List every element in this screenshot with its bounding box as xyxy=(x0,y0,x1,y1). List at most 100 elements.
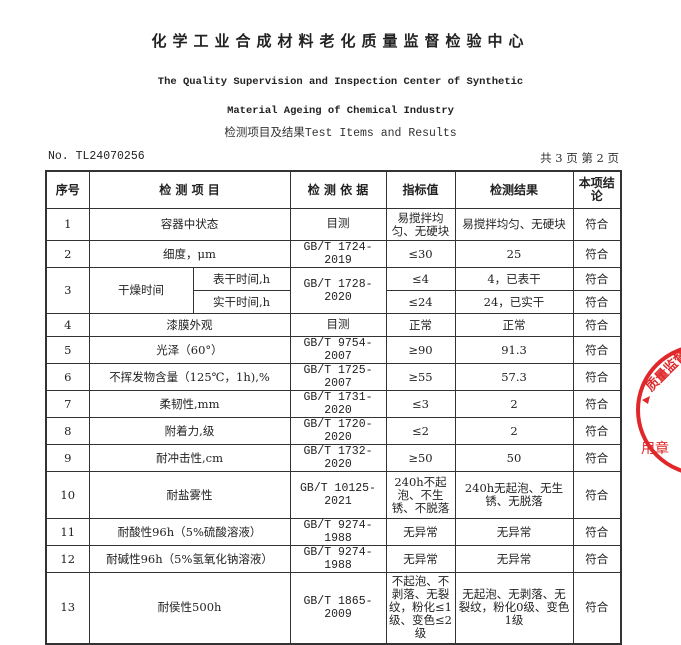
test-item: 耐侯性500h xyxy=(88,572,291,644)
seal-text-top: 质量监督 xyxy=(643,347,681,395)
table-row: 5 光泽（60°） GB/T 9754-2007 ≥90 91.3 符合 xyxy=(45,336,622,364)
test-result: 57.3 xyxy=(454,363,574,391)
test-result: 无异常 xyxy=(454,518,574,546)
verdict: 符合 xyxy=(572,518,622,546)
test-result: 2 xyxy=(454,417,574,445)
spec-value: ≥90 xyxy=(385,336,456,364)
verdict: 符合 xyxy=(572,363,622,391)
row-number: 3 xyxy=(45,267,90,314)
verdict: 符合 xyxy=(572,545,622,573)
spec-value: ≤24 xyxy=(385,290,456,314)
row-number: 5 xyxy=(45,336,90,364)
table-header: 序号 检 测 项 目 检 测 依 据 指标值 检测结果 本项结论 xyxy=(45,170,622,209)
test-method: GB/T 1725-2007 xyxy=(289,363,387,391)
test-method: GB/T 1724-2019 xyxy=(289,240,387,268)
row-number: 12 xyxy=(45,545,90,573)
test-result: 25 xyxy=(454,240,574,268)
test-item: 耐酸性96h（5%硫酸溶液） xyxy=(88,518,291,546)
row-number: 1 xyxy=(45,208,90,241)
spec-value: ≥50 xyxy=(385,444,456,472)
row-number: 7 xyxy=(45,390,90,418)
test-subitem: 实干时间,h xyxy=(192,290,291,314)
row-number: 4 xyxy=(45,313,90,337)
test-subitem: 表干时间,h xyxy=(192,267,291,291)
row-number: 2 xyxy=(45,240,90,268)
table-row: 7 柔韧性,mm GB/T 1731-2020 ≤3 2 符合 xyxy=(45,390,622,418)
table-row: 4 漆膜外观 目测 正常 正常 符合 xyxy=(45,313,622,337)
verdict: 符合 xyxy=(572,313,622,337)
test-method: GB/T 1728-2020 xyxy=(289,267,387,314)
spec-value: ≤2 xyxy=(385,417,456,445)
row-number: 9 xyxy=(45,444,90,472)
table-row: 实干时间,h ≤24 24，已实干 符合 xyxy=(46,290,622,314)
center-title-en-line2: Material Ageing of Chemical Industry xyxy=(227,105,454,117)
table-row: 11 耐酸性96h（5%硫酸溶液） GB/T 9274-1988 无异常 无异常 符合 xyxy=(45,518,622,546)
test-method: GB/T 9274-1988 xyxy=(289,518,387,546)
test-method: GB/T 1865-2009 xyxy=(289,572,387,644)
test-result: 4，已表干 xyxy=(454,267,574,291)
verdict: 符合 xyxy=(572,240,622,268)
test-result: 240h无起泡、无生锈、无脱落 xyxy=(454,471,574,519)
col-item: 检 测 项 目 xyxy=(88,170,291,209)
test-result: 24，已实干 xyxy=(454,290,574,314)
table-row: 10 耐盐雾性 GB/T 10125-2021 240h不起泡、不生锈、不脱落 240h… xyxy=(45,471,622,519)
test-method: 目测 xyxy=(289,313,387,337)
col-verdict: 本项结论 xyxy=(572,170,622,209)
spec-value: 易搅拌均匀、无硬块 xyxy=(385,208,456,241)
row-number: 8 xyxy=(45,417,90,445)
test-result: 正常 xyxy=(454,313,574,337)
verdict: 符合 xyxy=(572,208,622,241)
row-number: 13 xyxy=(45,572,90,644)
col-method: 检 测 依 据 xyxy=(289,170,387,209)
spec-value: ≤30 xyxy=(385,240,456,268)
verdict: 符合 xyxy=(572,290,622,314)
test-result: 无异常 xyxy=(454,545,574,573)
test-item: 耐碱性96h（5%氢氧化钠溶液） xyxy=(88,545,291,573)
row-number: 11 xyxy=(45,518,90,546)
row-number: 6 xyxy=(45,363,90,391)
test-item: 不挥发物含量（125℃，1h),% xyxy=(88,363,291,391)
verdict: 符合 xyxy=(572,267,622,291)
test-item: 附着力,级 xyxy=(88,417,291,445)
table-row: 3 干燥时间 表干时间,h GB/T 1728-2020 ≤4 4，已表干 符合 xyxy=(45,267,622,314)
spec-value: ≥55 xyxy=(385,363,456,391)
test-result: 2 xyxy=(454,390,574,418)
spec-value: ≤4 xyxy=(385,267,456,291)
test-result: 易搅拌均匀、无硬块 xyxy=(454,208,574,241)
test-method: GB/T 1731-2020 xyxy=(289,390,387,418)
center-title-en-line1: The Quality Supervision and Inspection C… xyxy=(157,76,524,88)
report-number: No. TL24070256 xyxy=(48,150,145,163)
spec-value: 正常 xyxy=(385,313,456,337)
test-item: 容器中状态 xyxy=(88,208,291,241)
test-item: 耐冲击性,cm xyxy=(88,444,291,472)
test-result: 无起泡、无剥落、无裂纹，粉化0级、变色1级 xyxy=(454,572,574,644)
verdict: 符合 xyxy=(572,444,622,472)
test-result: 50 xyxy=(454,444,574,472)
verdict: 符合 xyxy=(572,572,622,644)
test-method: GB/T 9274-1988 xyxy=(289,545,387,573)
test-result: 91.3 xyxy=(454,336,574,364)
spec-value: 240h不起泡、不生锈、不脱落 xyxy=(385,471,456,519)
spec-value: 无异常 xyxy=(385,518,456,546)
table-row: 12 耐碱性96h（5%氢氧化钠溶液） GB/T 9274-1988 无异常 无异常 符合 xyxy=(45,545,622,573)
test-item: 柔韧性,mm xyxy=(88,390,291,418)
table-row: 6 不挥发物含量（125℃，1h),% GB/T 1725-2007 ≥55 57.3 符… xyxy=(45,363,622,391)
seal-text-bottom: 用章 xyxy=(641,440,669,457)
test-method: GB/T 10125-2021 xyxy=(289,471,387,519)
test-method: GB/T 9754-2007 xyxy=(289,336,387,364)
col-spec: 指标值 xyxy=(385,170,456,209)
verdict: 符合 xyxy=(572,471,622,519)
verdict: 符合 xyxy=(572,417,622,445)
table-row: 1 容器中状态 目测 易搅拌均匀、无硬块 易搅拌均匀、无硬块 符合 xyxy=(45,208,622,241)
official-seal: 质量监督 用章 xyxy=(636,347,681,473)
section-title: 检测项目及结果Test Items and Results xyxy=(224,127,457,140)
spec-value: 不起泡、不剥落、无裂纹，粉化≤1级、变色≤2级 xyxy=(385,572,456,644)
col-result: 检测结果 xyxy=(454,170,574,209)
test-item: 漆膜外观 xyxy=(88,313,291,337)
page-count: 共 3 页 第 2 页 xyxy=(540,151,619,165)
spec-value: 无异常 xyxy=(385,545,456,573)
table-row: 13 耐侯性500h GB/T 1865-2009 不起泡、不剥落、无裂纹，粉化≤1级… xyxy=(45,572,622,644)
results-table: 序号 检 测 项 目 检 测 依 据 指标值 检测结果 本项结论 1 容器中状态目… xyxy=(45,170,622,645)
test-item: 干燥时间 xyxy=(88,267,194,314)
test-method: GB/T 1732-2020 xyxy=(289,444,387,472)
